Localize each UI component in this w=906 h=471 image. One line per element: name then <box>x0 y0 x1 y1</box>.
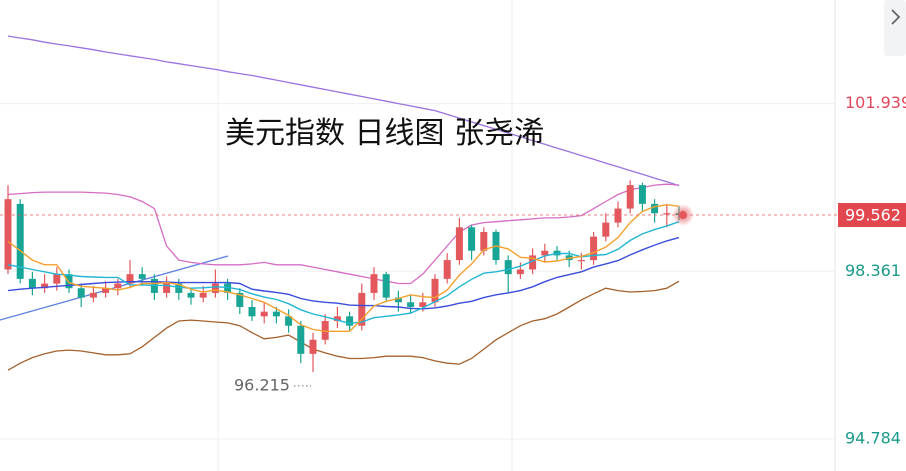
candle-body <box>236 292 244 307</box>
candle-body <box>407 302 415 307</box>
candle-body <box>614 208 622 223</box>
chevron-icon[interactable] <box>891 9 901 25</box>
candle-body <box>529 255 537 270</box>
candle-body <box>577 260 585 262</box>
candle-body <box>260 311 268 317</box>
candle-body <box>138 274 146 279</box>
ma-line <box>7 221 680 325</box>
ma-line <box>7 236 680 310</box>
candle-body <box>455 227 463 261</box>
candle-body <box>651 203 659 214</box>
candle-body <box>382 274 390 298</box>
candle-body <box>626 185 634 209</box>
chart-title: 美元指数 日线图 张尧浠 <box>225 116 544 151</box>
candle-body <box>663 213 671 215</box>
last-price-tag <box>838 203 906 228</box>
candle-body <box>541 250 549 256</box>
candle-body <box>199 292 207 298</box>
candle-body <box>41 283 49 289</box>
band-line <box>7 280 680 371</box>
y-tick-label: 94.784 <box>845 428 901 447</box>
last-price-dot <box>679 211 687 220</box>
candle-body <box>358 292 366 326</box>
candle-body <box>102 288 110 293</box>
candle-body <box>114 283 122 289</box>
candle-body <box>443 260 451 279</box>
candle-body <box>211 283 219 293</box>
band-line <box>7 35 680 187</box>
candle-body <box>248 306 256 317</box>
candle-body <box>53 274 61 284</box>
candle-body <box>321 321 329 340</box>
candle-body <box>370 274 378 293</box>
candle-body <box>187 292 195 298</box>
candle-body <box>272 311 280 317</box>
candle-body <box>4 199 12 270</box>
candle-body <box>77 288 85 298</box>
ma-lines <box>7 204 680 332</box>
candle-body <box>516 269 524 275</box>
candle-body <box>224 283 232 293</box>
low-label: 96.215 <box>234 375 290 394</box>
candle-body <box>504 260 512 275</box>
collapse-button[interactable] <box>884 0 906 56</box>
candle-body <box>419 302 427 307</box>
candles <box>4 180 683 372</box>
candle-body <box>394 297 402 303</box>
candle-body <box>285 316 293 326</box>
y-tick-label: 101.939 <box>845 93 906 112</box>
candle-body <box>346 316 354 326</box>
candle-body <box>431 278 439 303</box>
candle-body <box>297 325 305 354</box>
candle-body <box>28 278 36 289</box>
candle-body <box>163 283 171 293</box>
candle-body <box>65 274 73 289</box>
candle-body <box>590 236 598 261</box>
candle-body <box>638 185 646 204</box>
ma-line <box>7 204 680 332</box>
candle-body <box>468 227 476 251</box>
y-axis: 101.939 98.361 94.784 96.215 99.562 <box>0 93 906 447</box>
y-tick-label: 98.361 <box>845 261 901 280</box>
candle-body <box>175 283 183 293</box>
candle-body <box>602 222 610 237</box>
band-lines <box>0 35 680 371</box>
grid <box>0 0 836 471</box>
candle-body <box>89 292 97 298</box>
candle-body <box>126 274 134 284</box>
button-bg[interactable] <box>884 0 906 56</box>
trend-line <box>0 255 229 321</box>
last-price-label: 99.562 <box>845 206 901 225</box>
band-line <box>7 183 680 285</box>
candle-body <box>333 316 341 322</box>
candle-body <box>16 203 24 279</box>
candle-body <box>480 231 488 251</box>
candle-body <box>309 339 317 354</box>
